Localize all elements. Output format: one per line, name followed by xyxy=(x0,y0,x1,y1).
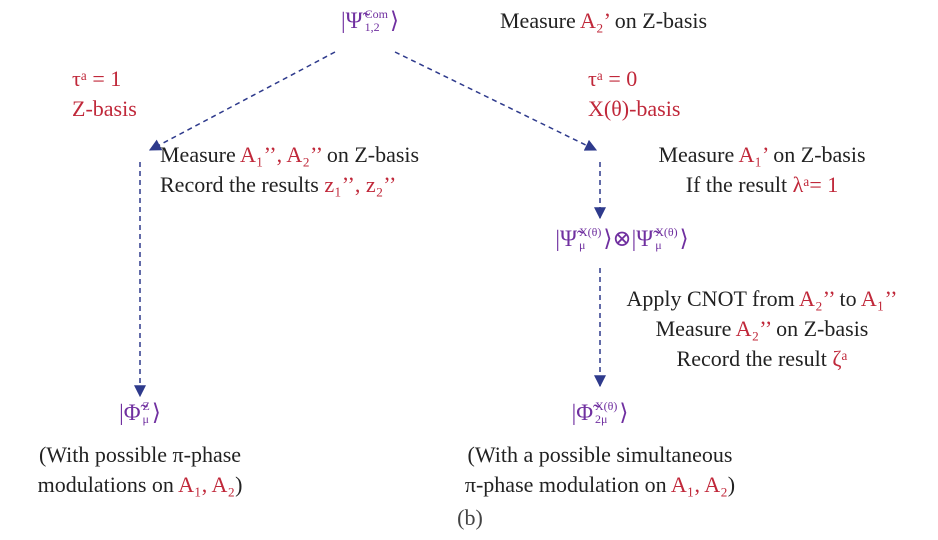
instruction: Measure A₁’ on Z-basis If the result λᵃ= … xyxy=(658,140,865,200)
indices: X(θ) μ xyxy=(655,226,677,252)
ket-open: |Φ̃ xyxy=(571,400,594,425)
text-line: Measure A₁’’, A₂’’ on Z-basis xyxy=(160,140,419,170)
ket-open: |Φ̃ xyxy=(119,400,141,425)
highlight: A₁, A₂ xyxy=(178,472,236,497)
branch-condition: τᵃ = 0 X(θ)-basis xyxy=(588,64,680,124)
branch-condition: τᵃ = 1 Z-basis xyxy=(72,64,137,124)
caption: (b) xyxy=(457,505,483,530)
text-line: (With a possible simultaneous xyxy=(465,440,735,470)
state: |Ψ̃ X(θ) μ ⟩ ⊗ |Ψ̃ X(θ) μ ⟩ xyxy=(555,224,688,254)
text: Measure xyxy=(655,316,736,341)
note: (With a possible simultaneous π-phase mod… xyxy=(465,440,735,500)
text-line: τᵃ = 0 xyxy=(588,64,680,94)
text-line: Measure A₂’ on Z-basis xyxy=(500,6,707,36)
superscript: Com xyxy=(364,7,388,21)
text: Record the results xyxy=(160,172,325,197)
instruction: Measure A₁’’, A₂’’ on Z-basis Record the … xyxy=(160,140,419,200)
ket-open: |Ψ̃ xyxy=(631,226,654,251)
indices: X(θ) 2μ xyxy=(595,400,617,426)
text-line: If the result λᵃ= 1 xyxy=(658,170,865,200)
highlight: z₁’’, z₂’’ xyxy=(324,172,397,197)
subscript: 2μ xyxy=(595,412,608,426)
text: Measure xyxy=(658,142,739,167)
ket-close: ⟩ xyxy=(389,8,399,33)
text: ) xyxy=(235,472,243,497)
text-line: Measure A₁’ on Z-basis xyxy=(658,140,865,170)
highlight: A₁’’ xyxy=(860,286,898,311)
subscript: μ xyxy=(655,238,662,252)
highlight: X(θ)-basis xyxy=(588,96,681,121)
subscript: 1,2 xyxy=(364,20,380,34)
ket-open: |Ψ̃ xyxy=(555,226,577,251)
text-line: Apply CNOT from A₂’’ to A₁’’ xyxy=(627,284,898,314)
arrow xyxy=(394,51,598,151)
highlight: τᵃ = 0 xyxy=(588,66,638,91)
indices: X(θ) μ xyxy=(579,226,601,252)
text: Measure xyxy=(500,8,581,33)
highlight: τᵃ = 1 xyxy=(72,66,122,91)
tensor: ⊗ xyxy=(612,226,632,251)
arrow xyxy=(148,51,336,151)
text-line: π-phase modulation on A₁, A₂) xyxy=(465,470,735,500)
text-line: Measure A₂’’ on Z-basis xyxy=(627,314,898,344)
text: Measure xyxy=(160,142,241,167)
text: Record the result xyxy=(676,346,833,371)
text: modulations on xyxy=(37,472,179,497)
text: Apply CNOT from xyxy=(626,286,800,311)
subscript: μ xyxy=(578,238,586,252)
text-line: Record the result ζᵃ xyxy=(627,344,898,374)
ket: |Ψ̃ X(θ) μ ⟩ xyxy=(555,224,612,254)
highlight: ζᵃ xyxy=(832,346,848,371)
text: ) xyxy=(727,472,736,497)
text: on Z-basis xyxy=(609,8,708,33)
highlight: λᵃ= 1 xyxy=(792,172,839,197)
highlight: A₁’ xyxy=(738,142,768,167)
highlight: A₂’’ xyxy=(799,286,835,311)
ket-close: ⟩ xyxy=(619,400,629,425)
ket-open: |Ψ̃ xyxy=(341,8,363,33)
highlight: A₂’ xyxy=(580,8,610,33)
text-line: Record the results z₁’’, z₂’’ xyxy=(160,170,419,200)
text-line: modulations on A₁, A₂) xyxy=(38,470,243,500)
text: to xyxy=(834,286,861,311)
text: If the result xyxy=(685,172,793,197)
text: π-phase modulation on xyxy=(464,472,671,497)
highlight: A₂’’ xyxy=(735,316,771,341)
text-line: X(θ)-basis xyxy=(588,94,680,124)
text: on Z-basis xyxy=(770,316,869,341)
ket-close: ⟩ xyxy=(603,226,613,251)
text-line: Z-basis xyxy=(72,94,137,124)
subscript: μ xyxy=(142,412,149,426)
state: |Ψ̃ Com 1,2 ⟩ xyxy=(341,6,399,36)
state: |Φ̃ X(θ) 2μ ⟩ xyxy=(572,398,629,428)
highlight: A₁, A₂ xyxy=(670,472,728,497)
superscript: X(θ) xyxy=(578,225,602,239)
superscript: X(θ) xyxy=(655,225,678,239)
highlight: Z-basis xyxy=(72,96,137,121)
ket-close: ⟩ xyxy=(679,226,689,251)
text: (With a possible simultaneous xyxy=(467,442,733,467)
ket: |Ψ̃ X(θ) μ ⟩ xyxy=(632,224,689,254)
superscript: X(θ) xyxy=(595,399,618,413)
text: on Z-basis xyxy=(767,142,866,167)
text: on Z-basis xyxy=(321,142,420,167)
ket-close: ⟩ xyxy=(151,400,161,425)
highlight: A₁’’, A₂’’ xyxy=(240,142,322,167)
text-line: (With possible π-phase xyxy=(38,440,243,470)
instruction: Apply CNOT from A₂’’ to A₁’’ Measure A₂’’… xyxy=(627,284,898,374)
ket: |Φ̃ X(θ) 2μ ⟩ xyxy=(572,398,629,428)
superscript: Z xyxy=(142,399,150,413)
text: (With possible π-phase xyxy=(38,442,242,467)
note: (With possible π-phase modulations on A₁,… xyxy=(38,440,243,500)
text-line: τᵃ = 1 xyxy=(72,64,137,94)
ket: |Ψ̃ Com 1,2 ⟩ xyxy=(341,6,399,36)
instruction: Measure A₂’ on Z-basis xyxy=(500,6,707,36)
indices: Com 1,2 xyxy=(365,8,388,34)
